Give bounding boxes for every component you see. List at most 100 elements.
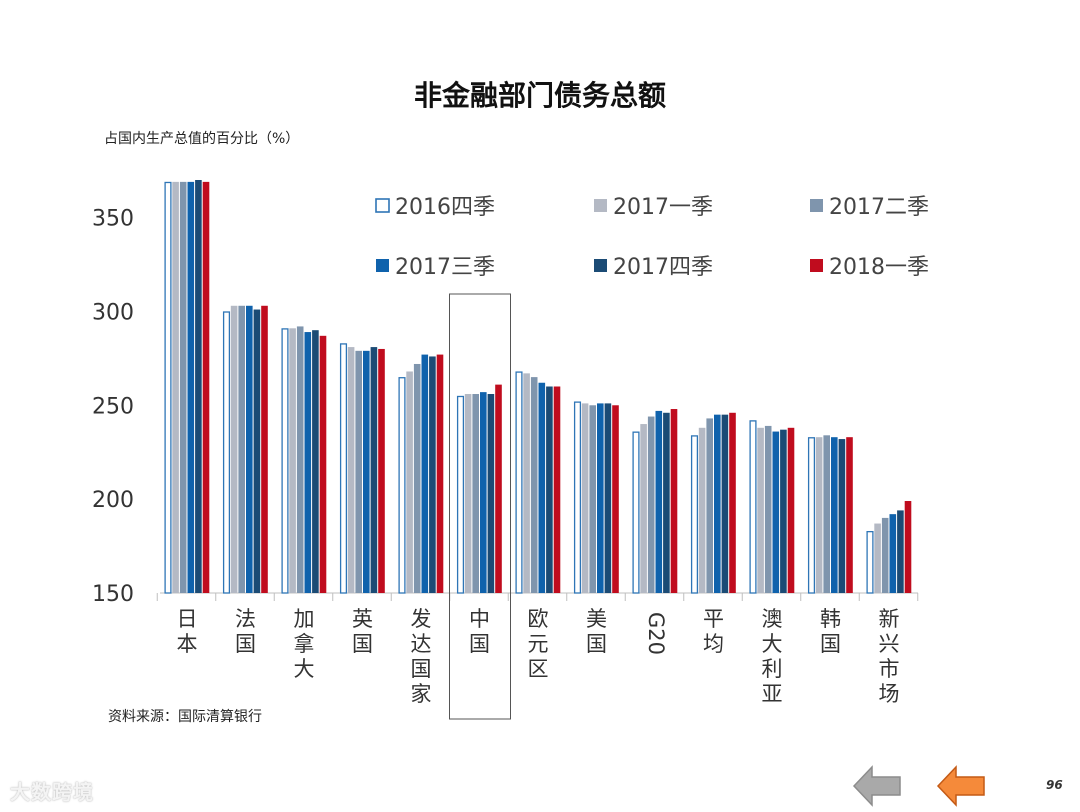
next-page-button[interactable]: [936, 764, 986, 808]
bar-美国-2016四季: [573, 401, 582, 594]
bar-英国-2017四季: [370, 347, 378, 593]
x-tick-label-中国: 中国: [469, 607, 490, 656]
bar-欧元区-2017三季: [538, 382, 546, 593]
bar-中国-2016四季: [456, 395, 465, 594]
y-tick-label-200: 200: [92, 488, 134, 513]
bar-澳大利亚-2017四季: [780, 429, 787, 593]
x-tick-label-日本: 日本: [177, 607, 198, 656]
bar-英国-2017三季: [363, 350, 370, 593]
bar-澳大利亚-2017二季: [764, 425, 772, 593]
legend-label-2017一季: 2017一季: [613, 195, 713, 220]
bar-平均-2017二季: [706, 418, 713, 593]
x-tick-label-新兴市场: 新兴市场: [879, 607, 900, 706]
legend-swatch-2017四季: [594, 259, 607, 272]
chart-title: 非金融部门债务总额: [413, 79, 666, 112]
bar-韩国-2017三季: [831, 437, 838, 593]
bar-加拿大-2016四季: [281, 328, 289, 594]
y-axis-label: 占国内生产总值的百分比（%）: [104, 131, 300, 147]
bar-日本-2017二季: [179, 181, 187, 594]
x-tick-label-澳大利亚: 澳大利亚: [762, 607, 783, 706]
legend-label-2017四季: 2017四季: [613, 255, 713, 280]
bar-发达国家-2016四季: [398, 377, 406, 594]
watermark-logo: 大数跨境: [10, 780, 94, 804]
x-tick-label-英国: 英国: [352, 607, 373, 656]
bar-加拿大-2017四季: [312, 330, 319, 593]
bar-法国-2017二季: [238, 305, 245, 593]
legend-swatch-2016四季: [375, 198, 390, 213]
legend-label-2017二季: 2017二季: [829, 195, 929, 220]
bar-G20-2017三季: [655, 410, 663, 593]
bar-平均-2017一季: [698, 427, 706, 593]
bar-G20-2016四季: [632, 431, 640, 594]
bar-韩国-2017四季: [838, 439, 846, 593]
bar-新兴市场-2017二季: [881, 517, 889, 593]
bar-发达国家-2018一季: [436, 354, 444, 593]
bar-中国-2017二季: [472, 394, 479, 593]
left-arrow-icon: [852, 765, 901, 807]
x-tick-label-欧元区: 欧元区: [528, 607, 549, 681]
bar-法国-2018一季: [261, 305, 268, 593]
bar-日本-2016四季: [164, 181, 172, 594]
bar-英国-2017二季: [355, 350, 362, 593]
bar-发达国家-2017三季: [421, 354, 429, 593]
bar-韩国-2018一季: [846, 437, 853, 593]
y-tick-label-250: 250: [92, 394, 134, 419]
bar-澳大利亚-2016四季: [749, 420, 757, 594]
bar-发达国家-2017一季: [406, 371, 413, 593]
bar-G20-2017二季: [647, 416, 655, 593]
bar-英国-2018一季: [378, 348, 385, 593]
source-note: 资料来源：国际清算银行: [108, 709, 262, 725]
bar-新兴市场-2017四季: [897, 510, 904, 593]
bar-韩国-2017二季: [823, 435, 830, 593]
bar-G20-2018一季: [670, 409, 678, 593]
x-tick-label-美国: 美国: [586, 607, 607, 656]
legend-swatch-2018一季: [810, 259, 823, 272]
bar-欧元区-2017一季: [523, 373, 530, 593]
bar-法国-2017三季: [246, 305, 253, 593]
bar-美国-2017一季: [581, 403, 589, 593]
bar-日本-2018一季: [202, 181, 210, 594]
bar-日本-2017四季: [195, 180, 202, 593]
bar-英国-2016四季: [339, 343, 348, 594]
bar-中国-2017一季: [464, 394, 472, 593]
bar-平均-2017四季: [721, 414, 729, 593]
bar-中国-2017四季: [487, 394, 495, 593]
bar-加拿大-2018一季: [319, 335, 327, 593]
highlight-box-china: [449, 293, 511, 720]
previous-page-button[interactable]: [852, 764, 902, 808]
bar-平均-2016四季: [690, 435, 699, 594]
bar-加拿大-2017三季: [304, 332, 312, 593]
bar-G20-2017一季: [640, 424, 647, 593]
x-tick-label-加拿大: 加拿大: [294, 607, 315, 681]
x-tick-label-平均: 平均: [703, 607, 724, 656]
x-tick-label-发达国家: 发达国家: [411, 607, 432, 706]
bar-欧元区-2016四季: [515, 371, 523, 594]
left-arrow-icon: [936, 765, 985, 807]
bar-新兴市场-2018一季: [904, 501, 912, 593]
legend-swatch-2017二季: [810, 199, 823, 212]
y-tick-label-350: 350: [92, 207, 134, 232]
bar-英国-2017一季: [347, 347, 355, 593]
bar-澳大利亚-2017一季: [757, 427, 764, 593]
bar-发达国家-2017四季: [429, 356, 436, 593]
bar-澳大利亚-2018一季: [787, 427, 795, 593]
bar-G20-2017四季: [663, 412, 670, 593]
bar-欧元区-2017四季: [546, 386, 553, 593]
bar-新兴市场-2016四季: [866, 531, 874, 594]
bar-法国-2016四季: [222, 311, 231, 594]
bar-新兴市场-2017一季: [874, 523, 881, 593]
bar-美国-2017二季: [589, 405, 596, 593]
legend-label-2017三季: 2017三季: [395, 255, 495, 280]
bar-新兴市场-2017三季: [889, 514, 897, 593]
bar-欧元区-2017二季: [530, 377, 538, 593]
bar-平均-2017三季: [714, 414, 721, 593]
bar-美国-2017四季: [604, 403, 612, 593]
legend-label-2016四季: 2016四季: [395, 195, 495, 220]
bar-欧元区-2018一季: [553, 386, 561, 593]
bar-加拿大-2017二季: [296, 326, 304, 593]
x-tick-label-G20: G20: [644, 612, 668, 655]
x-tick-label-韩国: 韩国: [820, 607, 841, 656]
y-tick-label-150: 150: [92, 582, 134, 607]
bar-韩国-2017一季: [815, 437, 823, 593]
